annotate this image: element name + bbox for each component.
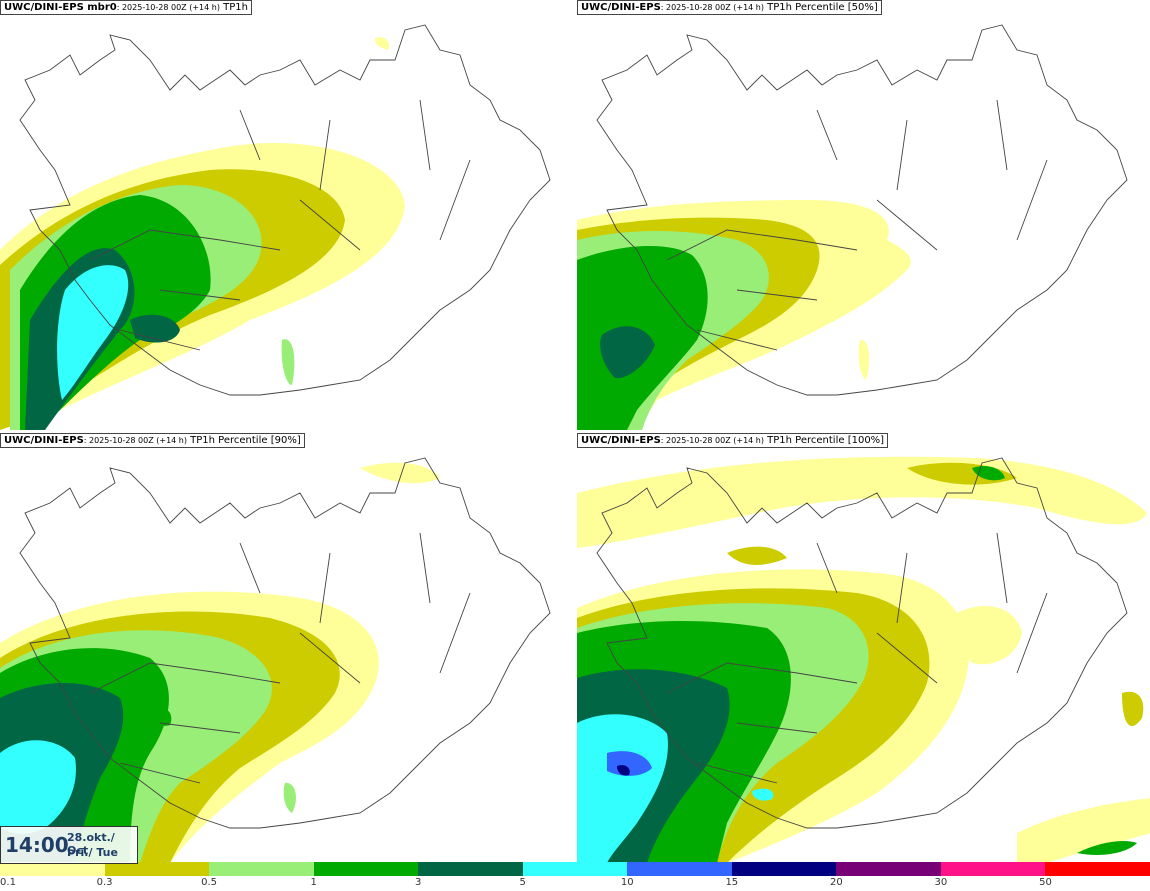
run-info: : 2025-10-28 00Z (+14 h) bbox=[83, 436, 187, 445]
field-name: TP1h Percentile [50%] bbox=[763, 2, 878, 13]
panel-title: UWC/DINI-EPS: 2025-10-28 00Z (+14 h) TP1… bbox=[577, 0, 882, 15]
legend-tick: 15 bbox=[725, 877, 739, 888]
legend-swatch bbox=[836, 862, 941, 876]
model-name: UWC/DINI-EPS bbox=[581, 435, 661, 446]
precip-map-mbr0 bbox=[0, 24, 551, 430]
field-name: TP1h Percentile [90%] bbox=[186, 435, 301, 446]
legend-tick: 1 bbox=[310, 877, 317, 888]
map-panel-p100: UWC/DINI-EPS: 2025-10-28 00Z (+14 h) TP1… bbox=[577, 433, 1150, 863]
legend-swatch bbox=[731, 862, 837, 876]
valid-date: 28.okt./ Oct bbox=[67, 831, 115, 857]
valid-time: 14:00 bbox=[5, 833, 69, 857]
legend-swatch bbox=[1045, 862, 1150, 876]
legend-swatch bbox=[418, 862, 523, 876]
legend-swatch bbox=[104, 862, 210, 876]
model-name: UWC/DINI-EPS bbox=[581, 2, 661, 13]
legend-tick: 20 bbox=[829, 877, 843, 888]
coastline bbox=[19, 24, 551, 396]
panel-divider-horizontal bbox=[0, 430, 1150, 433]
field-name: TP1h bbox=[219, 2, 248, 13]
legend-tick: 0.5 bbox=[201, 877, 218, 888]
field-name: TP1h Percentile [100%] bbox=[763, 435, 885, 446]
precip-map-p90 bbox=[0, 457, 551, 863]
map-panel-mbr0: UWC/DINI-EPS mbr0: 2025-10-28 00Z (+14 h… bbox=[0, 0, 574, 430]
legend-swatch bbox=[522, 862, 628, 876]
map-panel-p90: UWC/DINI-EPS: 2025-10-28 00Z (+14 h) TP1… bbox=[0, 433, 574, 863]
precip-field bbox=[0, 462, 440, 863]
precip-map-p50 bbox=[577, 24, 1128, 430]
color-legend: 0.1 0.3 0.5 1 3 5 10 15 20 30 50 bbox=[0, 862, 1150, 891]
legend-tick: 10 bbox=[620, 877, 634, 888]
precip-field bbox=[577, 456, 1150, 863]
run-info: : 2025-10-28 00Z (+14 h) bbox=[660, 436, 764, 445]
legend-swatch bbox=[940, 862, 1046, 876]
legend-tick: 50 bbox=[1039, 877, 1052, 888]
legend-swatch bbox=[209, 862, 314, 876]
panel-title: UWC/DINI-EPS: 2025-10-28 00Z (+14 h) TP1… bbox=[577, 433, 889, 448]
coastline bbox=[596, 457, 1128, 829]
model-name: UWC/DINI-EPS mbr0 bbox=[4, 2, 117, 13]
legend-swatch bbox=[0, 862, 105, 876]
legend-tick: 5 bbox=[519, 877, 526, 888]
legend-swatch bbox=[627, 862, 732, 876]
valid-time-box: 14:00 28.okt./ Oct Þri./ Tue bbox=[0, 826, 138, 864]
panel-title: UWC/DINI-EPS mbr0: 2025-10-28 00Z (+14 h… bbox=[0, 0, 252, 15]
map-panel-p50: UWC/DINI-EPS: 2025-10-28 00Z (+14 h) TP1… bbox=[577, 0, 1150, 430]
legend-swatch bbox=[313, 862, 419, 876]
run-info: : 2025-10-28 00Z (+14 h) bbox=[660, 3, 764, 12]
legend-colorbar bbox=[0, 862, 1150, 876]
precip-field bbox=[577, 200, 911, 430]
coastline bbox=[19, 457, 551, 829]
valid-weekday: Þri./ Tue bbox=[67, 846, 118, 859]
run-info: : 2025-10-28 00Z (+14 h) bbox=[116, 3, 220, 12]
legend-tick: 0.1 bbox=[0, 877, 16, 888]
legend-tick: 0.3 bbox=[96, 877, 113, 888]
model-name: UWC/DINI-EPS bbox=[4, 435, 84, 446]
precip-field bbox=[0, 37, 405, 430]
precip-map-p100 bbox=[577, 456, 1150, 863]
legend-tick: 3 bbox=[414, 877, 422, 888]
coastline bbox=[596, 24, 1128, 396]
panel-title: UWC/DINI-EPS: 2025-10-28 00Z (+14 h) TP1… bbox=[0, 433, 305, 448]
legend-tick: 30 bbox=[934, 877, 948, 888]
